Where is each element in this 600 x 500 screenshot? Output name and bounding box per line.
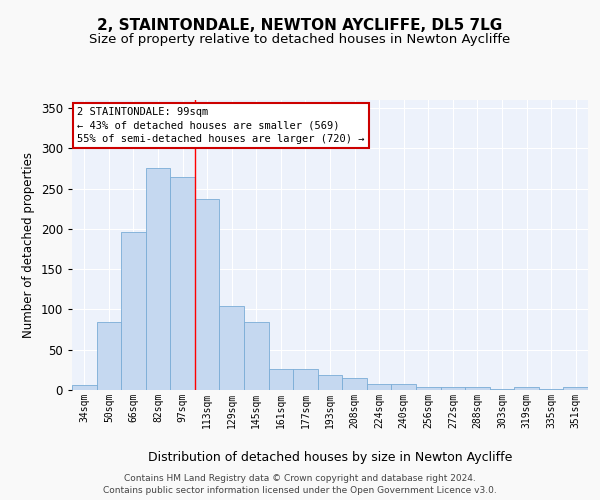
Bar	[416, 387, 440, 390]
Bar	[440, 387, 465, 390]
Bar	[97, 322, 121, 390]
Bar	[318, 374, 342, 390]
Bar	[170, 176, 195, 390]
Bar	[244, 322, 269, 390]
Text: 2 STAINTONDALE: 99sqm
← 43% of detached houses are smaller (569)
55% of semi-det: 2 STAINTONDALE: 99sqm ← 43% of detached …	[77, 108, 365, 144]
Bar	[121, 232, 146, 390]
Bar	[514, 387, 539, 390]
Text: 2, STAINTONDALE, NEWTON AYCLIFFE, DL5 7LG: 2, STAINTONDALE, NEWTON AYCLIFFE, DL5 7L…	[97, 18, 503, 32]
Bar	[342, 378, 367, 390]
Bar	[269, 369, 293, 390]
Bar	[465, 387, 490, 390]
Bar	[293, 369, 318, 390]
Bar	[146, 168, 170, 390]
Text: Contains HM Land Registry data © Crown copyright and database right 2024.
Contai: Contains HM Land Registry data © Crown c…	[103, 474, 497, 495]
Y-axis label: Number of detached properties: Number of detached properties	[22, 152, 35, 338]
Text: Distribution of detached houses by size in Newton Aycliffe: Distribution of detached houses by size …	[148, 451, 512, 464]
Bar	[539, 389, 563, 390]
Bar	[72, 385, 97, 390]
Text: Size of property relative to detached houses in Newton Aycliffe: Size of property relative to detached ho…	[89, 32, 511, 46]
Bar	[490, 389, 514, 390]
Bar	[563, 387, 588, 390]
Bar	[367, 384, 391, 390]
Bar	[195, 199, 220, 390]
Bar	[391, 384, 416, 390]
Bar	[220, 306, 244, 390]
